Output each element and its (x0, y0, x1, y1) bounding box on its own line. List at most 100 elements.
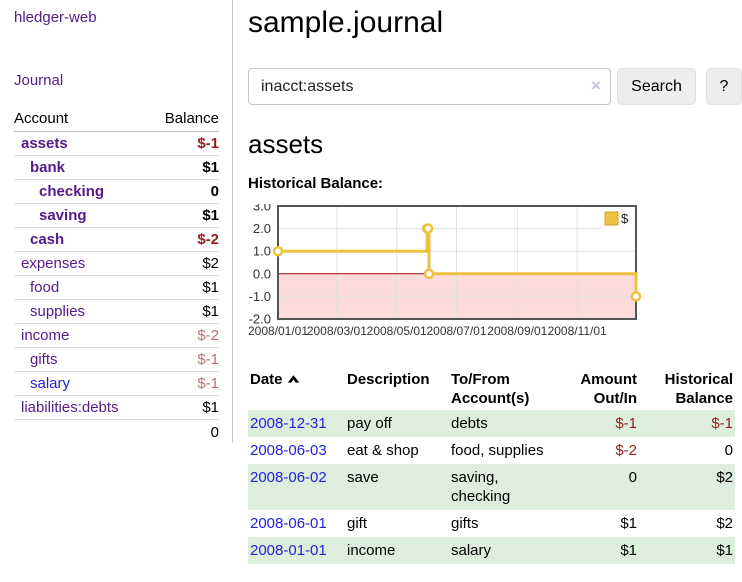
transaction-accounts: debts (451, 415, 488, 432)
transaction-amount: $-2 (615, 442, 637, 459)
account-balance: $-1 (148, 371, 219, 396)
data-point-marker (272, 245, 284, 257)
account-balance: $1 (148, 203, 219, 228)
transaction-amount: $1 (620, 542, 637, 559)
transaction-description: save (347, 469, 379, 486)
account-row: supplies $1 (14, 299, 219, 324)
transaction-accounts: gifts (451, 515, 479, 532)
account-row: expenses $2 (14, 251, 219, 276)
help-button[interactable]: ? (706, 68, 742, 105)
data-point-marker (423, 268, 435, 280)
transaction-date: 2008-06-03 (248, 437, 345, 464)
x-axis-tick-label: 2008/09/01 (487, 324, 547, 338)
transaction-accounts: salary (451, 542, 492, 559)
y-axis-tick-label: 2.0 (253, 221, 271, 236)
data-point-marker (422, 223, 434, 234)
accounts-total-value: 0 (148, 419, 219, 445)
transaction-date: 2008-01-01 (248, 537, 345, 564)
transaction-date-link[interactable]: 2008-01-01 (250, 542, 327, 559)
register-header-description: Description (347, 371, 430, 388)
app-brand-link[interactable]: hledger-web (14, 9, 97, 26)
register-header-amount: Amount Out/In (580, 371, 637, 407)
transaction-amount: 0 (628, 469, 637, 486)
transaction-amount: $1 (620, 515, 637, 532)
account-balance: $1 (148, 299, 219, 324)
register-header-balance: Historical Balance (664, 371, 733, 407)
transaction-description: eat & shop (347, 442, 419, 459)
register-header-accounts: To/From Account(s) (451, 371, 530, 407)
account-link[interactable]: income (21, 327, 70, 344)
clear-search-icon[interactable]: × (591, 76, 601, 95)
account-row: checking 0 (14, 179, 219, 204)
account-balance: $1 (148, 155, 219, 180)
y-axis-tick-label: -1.0 (249, 289, 271, 304)
x-axis-tick-label: 2008/11/01 (548, 324, 607, 338)
account-balance: $-1 (148, 131, 219, 156)
legend-label: $ (621, 211, 629, 226)
search-button[interactable]: Search (617, 68, 696, 105)
y-axis-tick-label: 1.0 (253, 244, 271, 259)
sidebar-item-journal[interactable]: Journal (14, 72, 64, 89)
transaction-date-link[interactable]: 2008-06-01 (250, 515, 327, 532)
accounts-table: Account Balance assets $-1 bank $1 checking 0… (14, 107, 219, 445)
transaction-date-link[interactable]: 2008-12-31 (250, 415, 327, 432)
account-row: liabilities:debts $1 (14, 395, 219, 420)
account-link[interactable]: checking (39, 183, 105, 200)
search-input[interactable] (248, 68, 611, 105)
register-header-date[interactable]: Date (248, 368, 345, 410)
account-link[interactable]: cash (30, 231, 65, 248)
transaction-balance: $1 (716, 542, 733, 559)
x-axis-tick-label: 2008/07/01 (426, 324, 486, 338)
account-row: salary $-1 (14, 371, 219, 396)
transaction-date: 2008-12-31 (248, 410, 345, 437)
account-link[interactable]: assets (21, 135, 68, 152)
search-form: × Search ? (248, 68, 742, 105)
account-link[interactable]: liabilities:debts (21, 399, 119, 416)
transaction-date: 2008-06-02 (248, 464, 345, 510)
transaction-amount: $-1 (615, 415, 637, 432)
sidebar: hledger-web Journal Account Balance asse… (0, 0, 233, 445)
account-balance: $-2 (148, 227, 219, 252)
account-balance: $-2 (148, 323, 219, 348)
transaction-description: gift (347, 515, 368, 532)
accounts-header-account: Account (14, 107, 149, 132)
chart-title: Historical Balance: (248, 175, 384, 192)
account-balance: $-1 (148, 347, 219, 372)
legend-swatch (604, 211, 619, 226)
page-title: sample.journal (248, 6, 444, 39)
transaction-date-link[interactable]: 2008-06-03 (250, 442, 327, 459)
x-axis-tick-label: 2008/01/01 (248, 324, 308, 338)
account-link[interactable]: bank (30, 159, 66, 176)
sort-ascending-icon (287, 370, 300, 389)
account-row: cash $-2 (14, 227, 219, 252)
transaction-date-link[interactable]: 2008-06-02 (250, 469, 327, 486)
account-balance: 0 (148, 179, 219, 204)
register-row: 2008-06-03 eat & shop food, supplies $-2 0 (248, 437, 735, 464)
account-link[interactable]: supplies (30, 303, 86, 320)
x-axis-tick-label: 2008/03/01 (307, 324, 367, 338)
accounts-header-balance: Balance (148, 107, 219, 132)
account-row: saving $1 (14, 203, 219, 228)
account-link[interactable]: food (30, 279, 60, 296)
account-link[interactable]: salary (30, 375, 71, 392)
account-link[interactable]: saving (39, 207, 87, 224)
register-row: 2008-06-02 save saving, checking 0 $2 (248, 464, 735, 510)
transaction-balance: $-1 (711, 415, 733, 432)
transaction-balance: $2 (716, 515, 733, 532)
main-content: sample.journal × Search ? assets Histori… (233, 0, 742, 582)
transaction-accounts: food, supplies (451, 442, 544, 459)
historical-balance-chart[interactable]: $3.0 2.0 1.0 0.0 -1.0 -2.0 2008/01/01 2008/03/0… (248, 199, 742, 348)
transaction-accounts: saving, checking (451, 469, 511, 505)
y-axis-tick-label: 0.0 (253, 266, 271, 281)
transaction-description: income (347, 542, 396, 559)
account-row: income $-2 (14, 323, 219, 348)
account-link[interactable]: gifts (30, 351, 58, 368)
account-row: food $1 (14, 275, 219, 300)
chart-svg: $3.0 2.0 1.0 0.0 -1.0 -2.02008/01/012008/03/0… (248, 199, 642, 338)
x-axis-tick-label: 2008/05/01 (367, 324, 427, 338)
account-balance: $1 (148, 275, 219, 300)
account-balance: $2 (148, 251, 219, 276)
register-row: 2008-01-01 income salary $1 $1 (248, 537, 735, 564)
transaction-balance: 0 (724, 442, 733, 459)
account-link[interactable]: expenses (21, 255, 86, 272)
